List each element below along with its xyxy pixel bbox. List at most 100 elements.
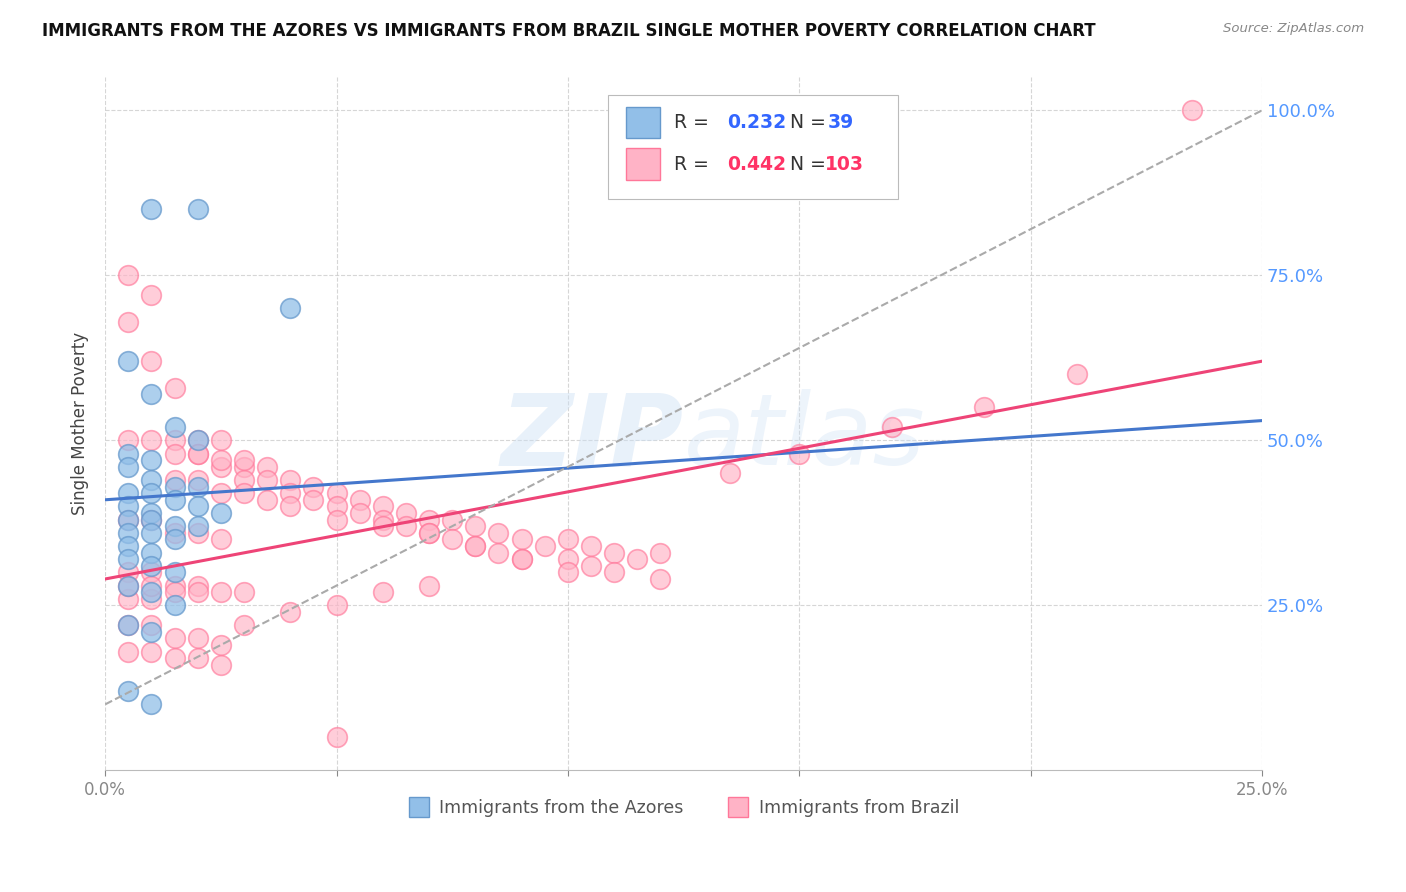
Point bbox=[117, 578, 139, 592]
Text: 0.442: 0.442 bbox=[727, 154, 786, 174]
Point bbox=[441, 533, 464, 547]
Bar bbox=[626, 107, 661, 138]
Point bbox=[325, 599, 347, 613]
Point bbox=[141, 525, 163, 540]
Point bbox=[141, 434, 163, 448]
Point bbox=[233, 585, 256, 599]
Point bbox=[187, 519, 209, 533]
Point bbox=[163, 479, 186, 493]
Point bbox=[117, 618, 139, 632]
Y-axis label: Single Mother Poverty: Single Mother Poverty bbox=[72, 333, 89, 516]
Point bbox=[117, 500, 139, 514]
Point bbox=[325, 731, 347, 745]
Point bbox=[510, 552, 533, 566]
Point bbox=[187, 585, 209, 599]
Point bbox=[163, 492, 186, 507]
Point bbox=[187, 651, 209, 665]
Point bbox=[395, 506, 418, 520]
Text: 0.232: 0.232 bbox=[727, 113, 786, 132]
Point bbox=[163, 533, 186, 547]
Point bbox=[325, 500, 347, 514]
Text: ZIP: ZIP bbox=[501, 389, 683, 486]
Point bbox=[349, 492, 371, 507]
Point bbox=[117, 591, 139, 606]
Point bbox=[233, 618, 256, 632]
Point bbox=[209, 434, 232, 448]
Point bbox=[557, 552, 579, 566]
Point bbox=[141, 512, 163, 526]
Point bbox=[117, 447, 139, 461]
Point bbox=[488, 545, 510, 559]
Point bbox=[117, 618, 139, 632]
Text: IMMIGRANTS FROM THE AZORES VS IMMIGRANTS FROM BRAZIL SINGLE MOTHER POVERTY CORRE: IMMIGRANTS FROM THE AZORES VS IMMIGRANTS… bbox=[42, 22, 1095, 40]
Point bbox=[117, 459, 139, 474]
Point bbox=[533, 539, 555, 553]
Point bbox=[233, 453, 256, 467]
Point bbox=[117, 552, 139, 566]
Point bbox=[1066, 368, 1088, 382]
Point bbox=[278, 301, 301, 316]
Point bbox=[141, 387, 163, 401]
Point bbox=[141, 558, 163, 573]
Point bbox=[371, 585, 394, 599]
Point bbox=[163, 599, 186, 613]
Point bbox=[187, 578, 209, 592]
Point bbox=[209, 459, 232, 474]
Point bbox=[187, 525, 209, 540]
Point bbox=[650, 545, 672, 559]
Point bbox=[464, 539, 486, 553]
Point bbox=[163, 519, 186, 533]
Point bbox=[371, 519, 394, 533]
Point bbox=[117, 315, 139, 329]
Point bbox=[418, 525, 440, 540]
Point bbox=[117, 268, 139, 283]
Legend: Immigrants from the Azores, Immigrants from Brazil: Immigrants from the Azores, Immigrants f… bbox=[401, 792, 966, 824]
Point bbox=[117, 566, 139, 580]
Point bbox=[187, 434, 209, 448]
Text: 39: 39 bbox=[828, 113, 855, 132]
Point bbox=[464, 539, 486, 553]
Point bbox=[117, 684, 139, 698]
Point bbox=[579, 558, 602, 573]
Text: N =: N = bbox=[790, 154, 825, 174]
Point bbox=[141, 486, 163, 500]
Point bbox=[349, 506, 371, 520]
FancyBboxPatch shape bbox=[609, 95, 897, 199]
Point bbox=[117, 434, 139, 448]
Point bbox=[557, 566, 579, 580]
Point bbox=[141, 354, 163, 368]
Point bbox=[603, 545, 626, 559]
Point bbox=[141, 453, 163, 467]
Point bbox=[163, 578, 186, 592]
Point bbox=[579, 539, 602, 553]
Point bbox=[973, 401, 995, 415]
Point bbox=[256, 492, 278, 507]
Point bbox=[650, 572, 672, 586]
Point bbox=[418, 578, 440, 592]
Point bbox=[510, 533, 533, 547]
Point bbox=[163, 585, 186, 599]
Point bbox=[163, 447, 186, 461]
Point bbox=[488, 525, 510, 540]
Point bbox=[117, 486, 139, 500]
Point bbox=[163, 420, 186, 434]
Point bbox=[187, 500, 209, 514]
Text: N =: N = bbox=[790, 113, 825, 132]
Point bbox=[187, 447, 209, 461]
Point bbox=[209, 453, 232, 467]
Point bbox=[141, 473, 163, 487]
Point bbox=[233, 459, 256, 474]
Point bbox=[141, 618, 163, 632]
Point bbox=[371, 512, 394, 526]
Point bbox=[464, 519, 486, 533]
Point bbox=[302, 492, 325, 507]
Point bbox=[117, 578, 139, 592]
Point bbox=[163, 651, 186, 665]
Point bbox=[510, 552, 533, 566]
Point bbox=[141, 202, 163, 217]
Point bbox=[256, 459, 278, 474]
Point bbox=[141, 288, 163, 302]
Point bbox=[718, 467, 741, 481]
Point bbox=[302, 479, 325, 493]
Point bbox=[141, 585, 163, 599]
